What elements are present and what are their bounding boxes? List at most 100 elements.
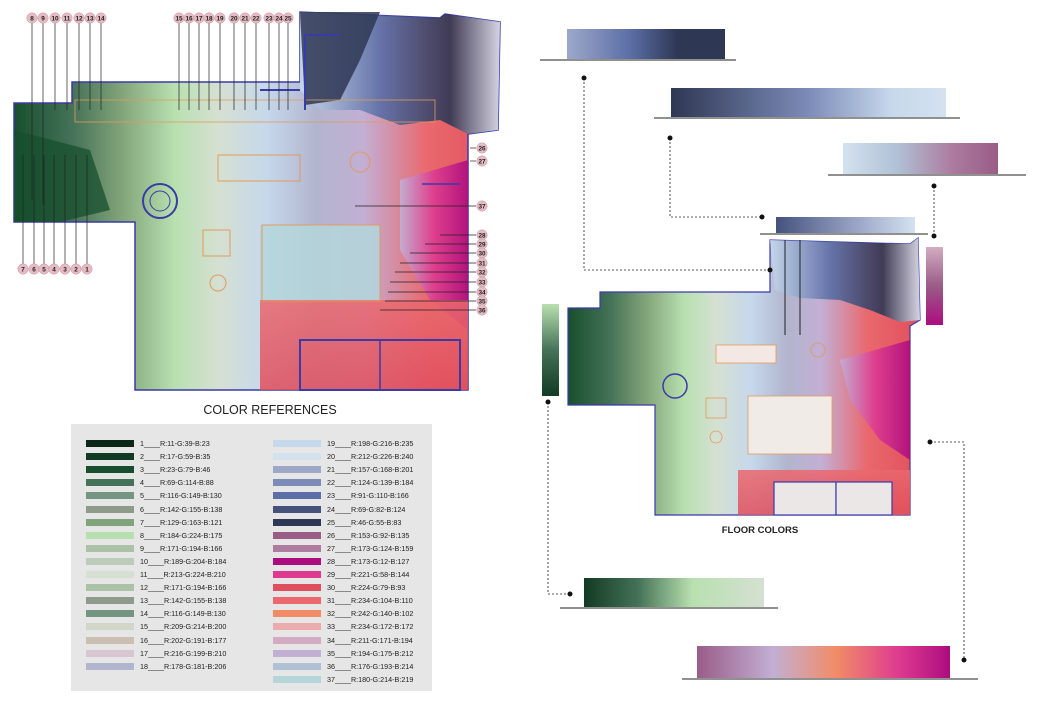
marker-circle-2	[70, 263, 82, 275]
marker-37: 37	[355, 200, 488, 212]
legend-swatch-18	[86, 662, 134, 670]
legend-row-7: 7____R:129-G:163-B:121	[86, 517, 222, 528]
legend-row-34: 34____R:211-G:171-B:194	[273, 635, 413, 646]
marker-6: 6	[28, 155, 40, 275]
legend-swatch-20	[273, 453, 321, 461]
legend-label-33: 33____R:234-G:172-B:172	[327, 622, 414, 632]
marker-8: 8	[26, 12, 38, 200]
legend-label-8: 8____R:184-G:224-B:175	[140, 530, 223, 540]
legend-row-18: 18____R:178-G:181-B:206	[86, 661, 226, 672]
marker-label-33: 33	[478, 279, 486, 286]
legend-row-13: 13____R:142-G:155-B:138	[86, 595, 226, 606]
legend-row-37: 37____R:180-G:214-B:219	[273, 674, 413, 685]
legend-label-15: 15____R:209-G:214-B:200	[140, 622, 227, 632]
marker-27: 27	[470, 155, 488, 167]
legend-row-9: 9____R:171-G:194-B:166	[86, 543, 222, 554]
legend-row-21: 21____R:157-G:168-B:201	[273, 464, 413, 475]
legend-label-9: 9____R:171-G:194-B:166	[140, 543, 223, 553]
legend-swatch-21	[273, 466, 321, 474]
marker-28: 28	[440, 229, 488, 241]
legend-row-11: 11____R:213-G:224-B:210	[86, 569, 226, 580]
marker-label-29: 29	[478, 241, 486, 248]
legend-label-25: 25____R:46-G:55-B:83	[327, 517, 402, 527]
marker-circle-7	[17, 263, 29, 275]
legend-label-29: 29____R:221-G:58-B:144	[327, 570, 410, 579]
legend-swatch-17	[86, 649, 134, 657]
legend-label-35: 35____R:194-G:175-B:212	[327, 648, 414, 658]
legend-row-16: 16____R:202-G:191-B:177	[86, 635, 226, 646]
marker-circle-13	[84, 12, 96, 24]
legend-swatch-23	[273, 492, 321, 500]
floor-colors-title: FLOOR COLORS	[721, 525, 799, 536]
connector-dots	[545, 75, 967, 663]
legend-label-23: 23____R:91-G:110-B:166	[327, 491, 409, 501]
legend-row-28: 28____R:173-G:12-B:127	[273, 556, 409, 567]
legend-swatch-11	[86, 571, 134, 578]
legend-swatch-28	[273, 557, 321, 565]
marker-label-37: 37	[478, 203, 486, 210]
legend-label-17: 17____R:216-G:199-B:210	[140, 648, 227, 658]
marker-label-3: 3	[63, 266, 67, 273]
marker-19: 19	[214, 12, 226, 110]
marker-circle-19	[214, 12, 226, 24]
legend-row-14: 14____R:116-G:149-B:130	[86, 608, 226, 619]
marker-4: 4	[48, 155, 60, 275]
marker-label-15: 15	[175, 15, 183, 22]
legend-row-8: 8____R:184-G:224-B:175	[86, 530, 222, 541]
marker-label-17: 17	[195, 15, 203, 22]
legend-swatch-14	[86, 610, 134, 618]
marker-label-16: 16	[185, 15, 193, 22]
marker-circle-10	[49, 12, 61, 24]
legend-swatch-10	[86, 557, 134, 565]
marker-7: 7	[17, 155, 29, 275]
marker-label-12: 12	[75, 15, 83, 22]
legend-row-1: 1____R:11-G:39-B:23	[86, 438, 210, 449]
legend-label-13: 13____R:142-G:155-B:138	[140, 596, 227, 606]
legend-swatch-22	[273, 479, 321, 487]
legend-row-12: 12____R:171-G:194-B:166	[86, 582, 226, 593]
legend-swatch-30	[273, 584, 321, 592]
marker-circle-18	[203, 12, 215, 24]
legend-swatch-25	[273, 518, 321, 526]
legend-row-30: 30____R:224-G:79-B:93	[273, 582, 405, 593]
legend-label-3: 3____R:23-G:79-B:46	[140, 465, 211, 475]
marker-label-11: 11	[64, 15, 71, 22]
legend-label-37: 37____R:180-G:214-B:219	[327, 674, 414, 684]
marker-label-2: 2	[74, 266, 78, 273]
legend-swatch-35	[273, 649, 321, 657]
marker-label-30: 30	[478, 250, 486, 257]
marker-label-27: 27	[478, 158, 486, 165]
legend-label-34: 34____R:211-G:171-B:194	[327, 635, 413, 645]
legend-row-29: 29____R:221-G:58-B:144	[273, 569, 409, 580]
legend-label-36: 36____R:176-G:193-B:214	[327, 661, 414, 671]
marker-circle-36	[476, 304, 488, 316]
marker-circle-12	[73, 12, 85, 24]
left-floor-plan	[13, 11, 501, 391]
marker-circle-14	[95, 12, 107, 24]
legend-swatch-15	[86, 623, 134, 631]
marker-circle-9	[37, 12, 49, 24]
legend-label-31: 31____R:234-G:104-B:110	[327, 596, 413, 606]
legend-row-3: 3____R:23-G:79-B:46	[86, 464, 210, 475]
marker-29: 29	[425, 238, 488, 250]
marker-30: 30	[410, 247, 488, 259]
marker-circle-27	[476, 155, 488, 167]
legend-row-27: 27____R:173-G:124-B:159	[273, 543, 413, 554]
legend-label-1: 1____R:11-G:39-B:23	[140, 439, 210, 448]
marker-35: 35	[385, 295, 488, 307]
marker-label-14: 14	[97, 15, 105, 22]
legend-row-35: 35____R:194-G:175-B:212	[273, 648, 413, 659]
marker-label-22: 22	[252, 15, 260, 22]
legend-swatch-13	[86, 597, 134, 605]
marker-5: 5	[38, 155, 50, 275]
marker-18: 18	[203, 12, 215, 110]
marker-36: 36	[380, 304, 488, 316]
marker-label-7: 7	[21, 266, 25, 273]
marker-group-top: 8 9 10 11 12 13 14 15 16 17 18 19 20 21 22 23 24 25	[26, 12, 294, 205]
legend-swatch-8	[86, 531, 134, 539]
legend-label-30: 30____R:224-G:79-B:93	[327, 583, 406, 593]
marker-label-24: 24	[275, 15, 283, 22]
legend-row-23: 23____R:91-G:110-B:166	[273, 490, 409, 501]
